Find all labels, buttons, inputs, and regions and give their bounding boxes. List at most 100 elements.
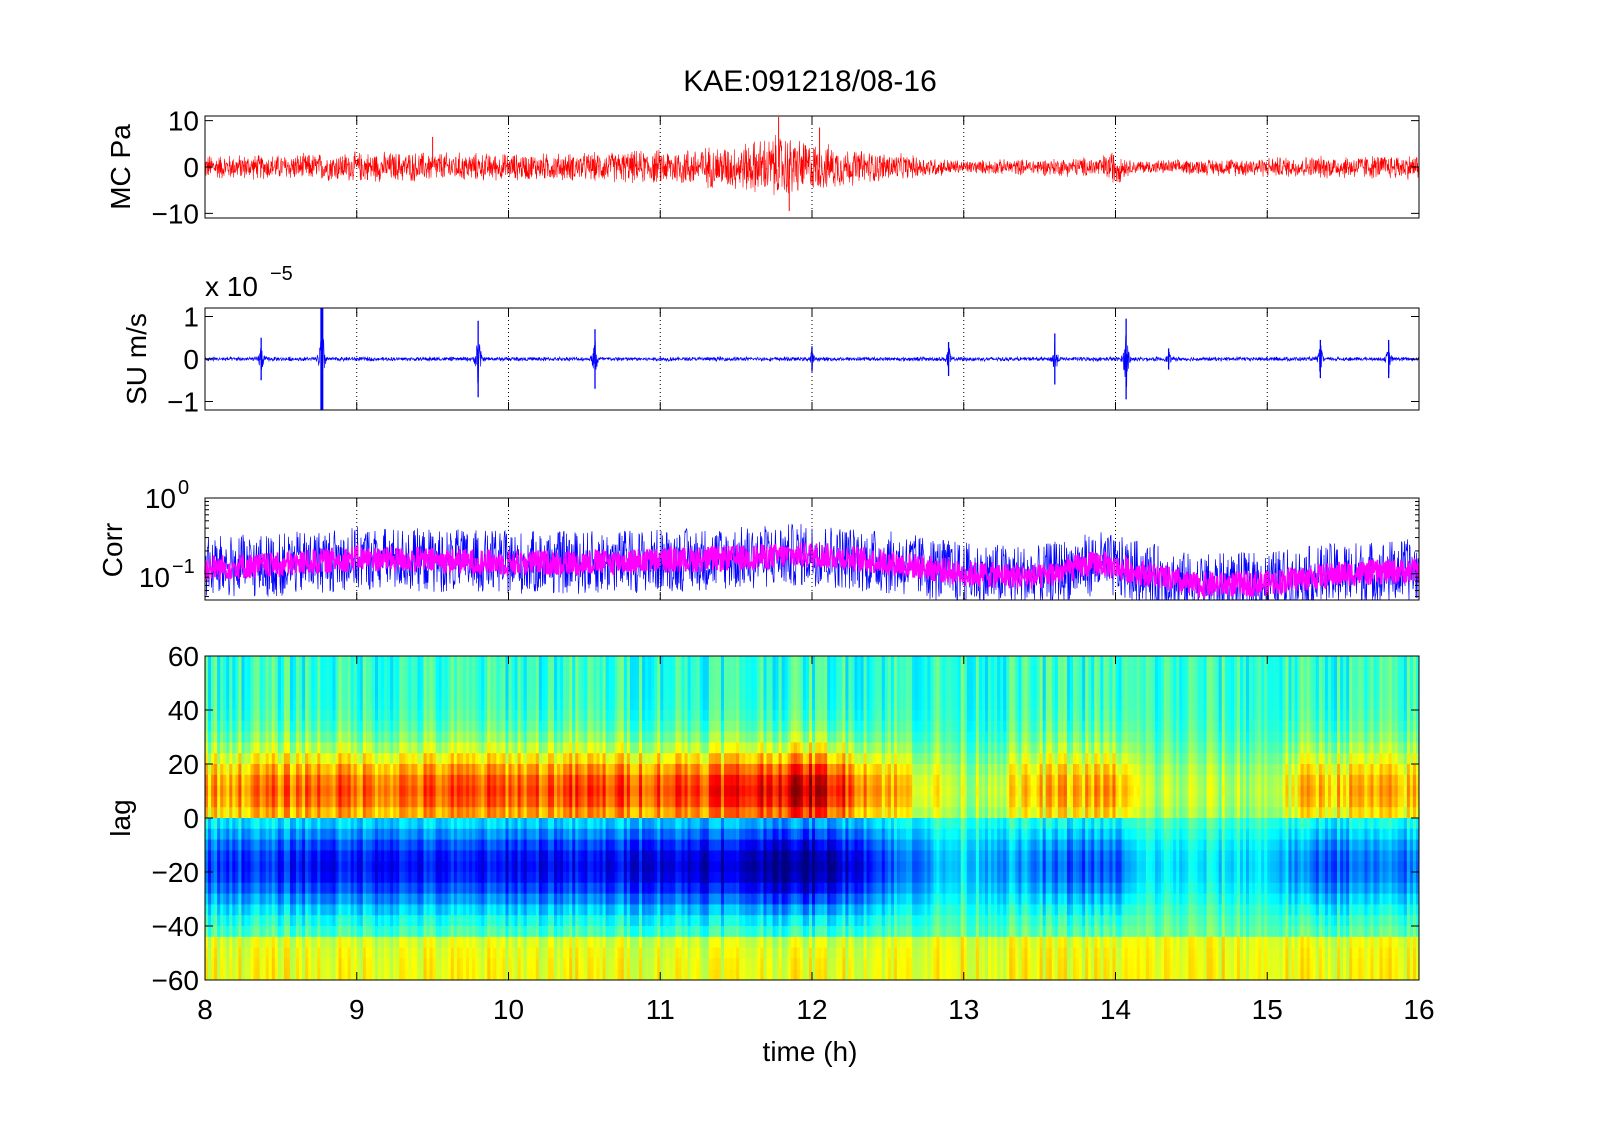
lag-cell (235, 828, 239, 840)
lag-cell (554, 947, 558, 959)
lag-cell (338, 904, 342, 916)
lag-cell (338, 936, 342, 948)
lag-cell (356, 904, 361, 916)
lag-cell (256, 818, 261, 830)
lag-cell (654, 807, 658, 819)
lag-cell (393, 828, 397, 840)
lag-cell (441, 958, 446, 970)
lag-cell (414, 720, 418, 732)
lag-cell (365, 947, 370, 959)
lag-cell (660, 818, 664, 830)
lag-cell (381, 818, 385, 830)
lag-cell (293, 656, 297, 668)
lag-cell (608, 666, 613, 678)
lag-cell (505, 872, 509, 884)
lag-cell (205, 710, 209, 722)
lag-cell (538, 936, 543, 948)
lag-cell (578, 915, 582, 927)
lag-cell (296, 699, 300, 711)
lag-cell (250, 861, 254, 873)
lag-cell (645, 872, 649, 884)
lag-cell (405, 958, 409, 970)
lag-cell (475, 785, 479, 797)
lag-cell (684, 861, 688, 873)
lag-cell (265, 666, 270, 678)
lag-cell (371, 688, 376, 700)
lag-cell (259, 785, 264, 797)
lag-cell (229, 764, 233, 776)
lag-cell (554, 742, 558, 754)
lag-cell (484, 828, 488, 840)
lag-cell (329, 936, 333, 948)
lag-cell (283, 872, 288, 884)
lag-cell (296, 796, 300, 808)
lag-cell (599, 731, 603, 743)
lag-cell (681, 936, 685, 948)
lag-cell (332, 882, 336, 894)
lag-cell (459, 969, 464, 981)
lag-cell (217, 720, 221, 732)
lag-cell (663, 796, 667, 808)
lag-cell (499, 818, 503, 830)
lag-cell (605, 936, 610, 948)
lag-cell (387, 656, 391, 668)
lag-cell (672, 688, 676, 700)
lag-cell (293, 936, 297, 948)
lag-cell (296, 904, 300, 916)
lag-cell (672, 666, 676, 678)
lag-cell (511, 861, 515, 873)
lag-cell (499, 742, 503, 754)
lag-cell (554, 882, 558, 894)
lag-cell (229, 904, 233, 916)
lag-cell (435, 947, 440, 959)
lag-cell (645, 720, 649, 732)
lag-cell (326, 958, 330, 970)
lag-cell (332, 947, 336, 959)
lag-cell (241, 731, 245, 743)
lag-cell (208, 785, 212, 797)
lag-cell (438, 904, 443, 916)
lag-cell (620, 828, 625, 840)
lag-cell (684, 710, 688, 722)
lag-cell (432, 828, 437, 840)
lag-cell (293, 764, 297, 776)
lag-cell (214, 774, 218, 786)
lag-cell (517, 796, 522, 808)
lag-cell (575, 915, 579, 927)
lag-cell (632, 720, 637, 732)
lag-cell (620, 796, 625, 808)
lag-cell (493, 656, 497, 668)
lag-cell (314, 807, 318, 819)
lag-cell (441, 969, 446, 981)
lag-cell (645, 764, 649, 776)
lag-cell (535, 796, 540, 808)
lag-cell (341, 872, 346, 884)
lag-cell (329, 807, 333, 819)
lag-cell (681, 850, 685, 862)
lag-cell (323, 904, 327, 916)
lag-cell (274, 969, 279, 981)
lag-cell (238, 839, 242, 851)
lag-cell (268, 893, 273, 905)
lag-cell (441, 764, 446, 776)
lag-cell (368, 753, 373, 765)
lag-cell (441, 861, 446, 873)
lag-cell (632, 796, 637, 808)
lag-cell (687, 958, 692, 970)
lag-cell (557, 915, 561, 927)
lag-cell (635, 850, 640, 862)
lag-cell (374, 828, 379, 840)
lag-cell (632, 839, 637, 851)
lag-cell (356, 785, 361, 797)
lag-cell (505, 904, 509, 916)
lag-cell (399, 936, 403, 948)
lag-cell (265, 785, 270, 797)
lag-cell (535, 710, 540, 722)
lag-cell (541, 882, 546, 894)
lag-cell (432, 850, 437, 862)
lag-cell (508, 677, 512, 689)
lag-cell (217, 915, 221, 927)
lag-cell (623, 969, 628, 981)
lag-cell (274, 828, 279, 840)
lag-cell (432, 947, 437, 959)
